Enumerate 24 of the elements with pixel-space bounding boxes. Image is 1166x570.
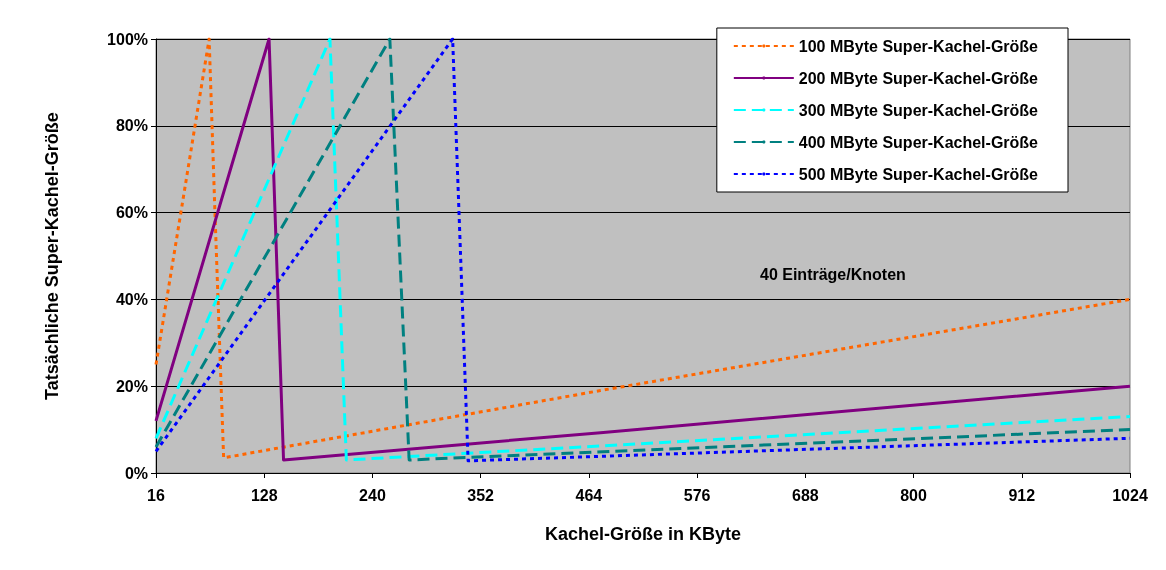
x-tick-label: 464 [575,486,603,504]
y-tick-label: 0% [124,464,148,482]
legend-label: 300 MByte Super-Kachel-Größe [798,101,1039,119]
x-tick-label: 576 [683,486,711,504]
annotation: 40 Einträge/Knoten [760,265,906,283]
x-tick-label: 240 [359,486,386,504]
x-tick-label: 912 [1008,486,1036,504]
y-axis-title: Tatsächliche Super-Kachel-Größe [42,112,62,400]
x-tick-label: 688 [791,486,819,504]
x-tick-label: 16 [147,486,165,504]
legend-label: 400 MByte Super-Kachel-Größe [798,133,1039,151]
x-tick-label: 352 [467,486,495,504]
x-tick-label: 1024 [1112,486,1148,504]
legend-label: 100 MByte Super-Kachel-Größe [798,37,1039,55]
x-tick-label: 800 [900,486,927,504]
x-tick-label: 128 [250,486,278,504]
x-axis-title: Kachel-Größe in KByte [544,524,742,544]
y-tick-label: 100% [107,30,148,48]
y-tick-label: 40% [115,290,148,308]
y-tick-label: 20% [115,377,148,395]
legend-label: 200 MByte Super-Kachel-Größe [798,69,1039,87]
y-tick-label: 80% [115,117,148,135]
legend-label: 500 MByte Super-Kachel-Größe [798,165,1039,183]
y-tick-label: 60% [115,204,148,222]
